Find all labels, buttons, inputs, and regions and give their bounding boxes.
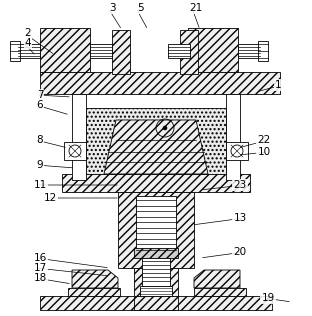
Bar	[258, 41, 268, 61]
Bar	[134, 296, 178, 310]
Text: 21: 21	[189, 3, 202, 13]
Bar	[180, 30, 198, 74]
Bar	[238, 44, 260, 58]
Bar	[134, 248, 178, 258]
Text: 12: 12	[43, 193, 56, 203]
Bar	[40, 72, 280, 94]
Bar	[68, 288, 120, 296]
Text: 19: 19	[261, 293, 275, 303]
Text: 7: 7	[37, 90, 43, 100]
Circle shape	[163, 126, 167, 130]
Text: 18: 18	[33, 273, 46, 283]
Bar	[118, 192, 194, 268]
Bar	[62, 174, 250, 192]
Polygon shape	[194, 270, 240, 288]
Bar	[168, 44, 190, 58]
Text: 13: 13	[233, 213, 246, 223]
Bar	[18, 44, 40, 58]
Bar	[134, 268, 178, 296]
Text: 9: 9	[37, 160, 43, 170]
Bar	[140, 286, 172, 296]
Text: 22: 22	[257, 135, 271, 145]
Text: 3: 3	[109, 3, 115, 13]
Polygon shape	[104, 120, 208, 174]
Bar	[226, 142, 248, 160]
Bar	[136, 196, 176, 252]
Bar	[90, 44, 112, 58]
Bar	[64, 142, 86, 160]
Bar	[142, 258, 170, 286]
Bar	[188, 28, 238, 72]
Text: 4: 4	[25, 38, 31, 48]
Text: 5: 5	[137, 3, 143, 13]
Bar	[10, 41, 20, 61]
Bar	[194, 288, 246, 296]
Text: 1: 1	[275, 80, 281, 90]
Bar	[112, 30, 130, 74]
Bar	[226, 94, 240, 180]
Text: 10: 10	[257, 147, 271, 157]
Text: 8: 8	[37, 135, 43, 145]
Text: 11: 11	[33, 180, 46, 190]
Text: 2: 2	[25, 28, 31, 38]
Polygon shape	[72, 270, 118, 288]
Bar	[40, 28, 90, 72]
Text: 17: 17	[33, 263, 46, 273]
Bar	[72, 94, 86, 180]
Text: 23: 23	[233, 180, 246, 190]
Text: 16: 16	[33, 253, 46, 263]
Text: 20: 20	[233, 247, 246, 257]
Text: 6: 6	[37, 100, 43, 110]
Bar	[40, 296, 272, 310]
Bar	[86, 108, 226, 176]
